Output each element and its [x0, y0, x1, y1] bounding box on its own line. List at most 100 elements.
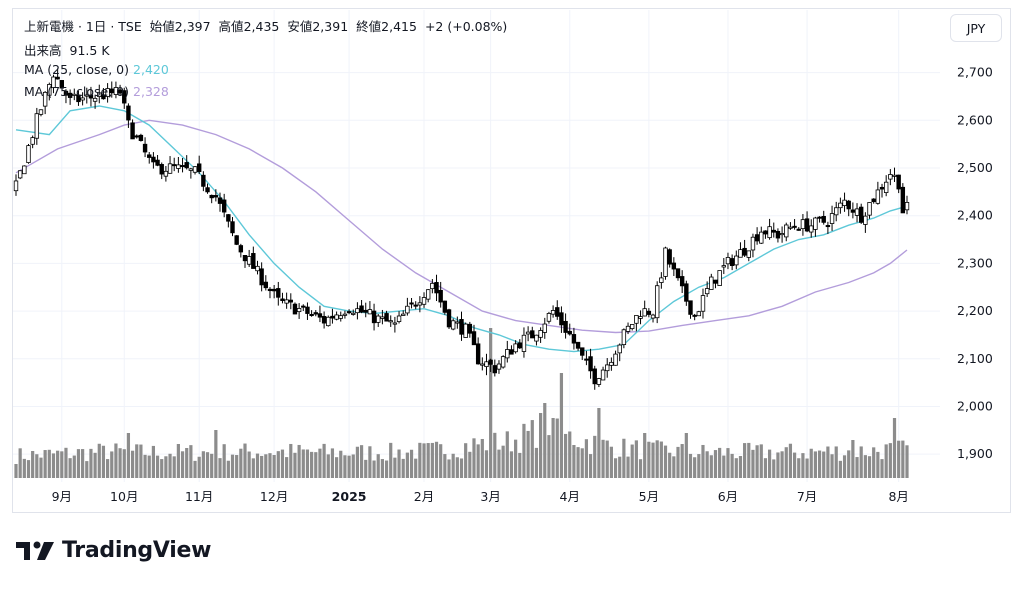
volume-bar [72, 455, 76, 478]
open-label: 始値 [149, 19, 175, 34]
volume-bar [822, 451, 826, 478]
volume-bar [643, 433, 647, 478]
volume-bar [543, 403, 547, 478]
candle-body [296, 308, 302, 313]
volume-bar [218, 458, 222, 478]
chart-frame [12, 8, 1011, 513]
candle-body [505, 349, 510, 359]
volume-bar [285, 457, 289, 478]
candle-body [122, 90, 127, 104]
candle-body [746, 250, 751, 258]
candle-body [859, 206, 864, 223]
volume-bar [514, 439, 518, 478]
volume-bar [414, 458, 418, 478]
candle-body [525, 331, 531, 335]
candle-body [201, 174, 206, 187]
candle-body [234, 235, 239, 245]
volume-bar [180, 451, 185, 478]
candle-body [413, 304, 418, 307]
volume-bar [81, 449, 85, 478]
candle-body [292, 303, 298, 315]
candle-body [863, 215, 868, 225]
candle-body [176, 164, 181, 169]
candle-body [484, 361, 489, 368]
candle-body [192, 166, 198, 173]
candle-body [134, 135, 139, 138]
tradingview-logo[interactable]: TradingView [16, 538, 211, 563]
candle-body [92, 97, 98, 102]
volume-bar [193, 460, 197, 478]
volume-bar [693, 457, 697, 478]
volume-bar [268, 453, 272, 478]
volume-bar [89, 448, 93, 478]
volume-bar [322, 443, 326, 478]
candle-body [217, 197, 223, 204]
volume-bar [418, 442, 422, 478]
volume-bar [680, 444, 684, 478]
candle-body [825, 225, 831, 228]
candle-body [871, 198, 876, 203]
candle-body [521, 334, 527, 352]
candle-body [438, 289, 443, 303]
candle-body [34, 113, 40, 139]
candle-body [305, 306, 310, 314]
volume-bar [518, 452, 522, 478]
candle-body [159, 164, 164, 175]
candle-body [334, 314, 339, 320]
volume-bar [76, 449, 81, 478]
candle-body [596, 378, 602, 385]
candle-body [734, 255, 739, 266]
volume-bar [730, 453, 734, 478]
candle-body [288, 299, 293, 303]
currency-button[interactable]: JPY [950, 14, 1002, 42]
volume-bar [93, 452, 97, 478]
volume-bar [638, 459, 643, 478]
candle-body [459, 319, 464, 335]
volume-bar [222, 444, 226, 478]
candle-body [226, 214, 231, 222]
candle-body [621, 329, 627, 346]
volume-bar [501, 445, 505, 478]
candle-body [750, 236, 756, 251]
low-value: 2,391 [312, 19, 349, 34]
volume-bar [151, 445, 155, 478]
candle-body [221, 199, 227, 213]
volume-bar [280, 449, 285, 478]
candle-body [671, 262, 677, 270]
candle-body [904, 202, 910, 211]
volume-bar [568, 431, 572, 478]
volume-bar [584, 439, 589, 478]
volume-bar [547, 435, 551, 478]
candle-body [346, 311, 352, 314]
candle-body [425, 289, 431, 300]
volume-bar [18, 448, 22, 478]
close-label: 終値 [356, 19, 382, 34]
volume-bar [301, 449, 305, 478]
candle-body [388, 320, 393, 323]
volume-bar [459, 458, 464, 478]
volume-bar [326, 454, 330, 478]
volume-bar [768, 449, 772, 478]
candle-body [255, 265, 260, 272]
x-tick-label: 9月 [52, 489, 72, 504]
volume-bar [310, 451, 314, 478]
candle-body [280, 298, 285, 301]
candle-body [829, 213, 835, 224]
y-tick-label: 2,700 [957, 65, 993, 80]
volume-bar [143, 454, 147, 478]
y-tick-label: 1,900 [957, 446, 993, 461]
candle-body [242, 254, 248, 262]
candle-body [663, 247, 668, 277]
volume-bar [876, 451, 880, 478]
volume-bar [476, 444, 480, 478]
candle-body [642, 308, 647, 317]
volume-bar [135, 444, 139, 478]
candle-body [380, 316, 385, 319]
volume-bar [530, 420, 534, 478]
volume-bar [834, 446, 838, 478]
candle-body [605, 364, 610, 372]
volume-bar [709, 455, 713, 478]
tradingview-logo-icon [16, 541, 54, 560]
candle-body [313, 312, 318, 315]
